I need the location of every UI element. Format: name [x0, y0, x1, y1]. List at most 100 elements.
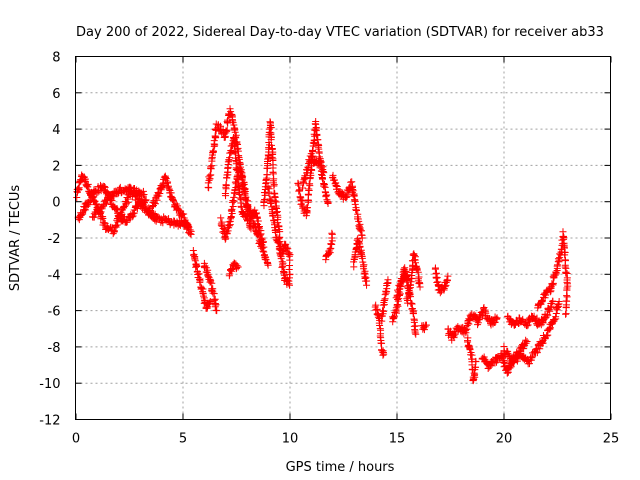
data-point: [302, 174, 310, 182]
data-point: [546, 324, 554, 332]
data-point: [73, 193, 81, 201]
data-point: [206, 299, 214, 307]
data-point: [272, 204, 280, 212]
data-point: [379, 351, 387, 359]
data-point: [223, 127, 231, 135]
data-point: [333, 183, 341, 191]
data-point: [554, 255, 562, 263]
data-point: [474, 319, 482, 327]
data-point: [304, 163, 312, 171]
data-point: [343, 193, 351, 201]
data-point: [162, 174, 170, 182]
data-point: [85, 198, 93, 206]
data-point: [482, 309, 490, 317]
data-point: [134, 202, 142, 210]
data-point: [562, 310, 570, 318]
data-point: [523, 322, 531, 330]
data-point: [223, 126, 231, 134]
data-point: [471, 363, 479, 371]
data-point: [187, 230, 195, 238]
data-point: [114, 218, 122, 226]
data-point: [234, 263, 242, 271]
data-point: [375, 311, 383, 319]
data-point: [485, 363, 493, 371]
data-point: [295, 181, 303, 189]
data-point: [555, 258, 563, 266]
data-point: [299, 184, 307, 192]
data-point: [328, 240, 336, 248]
data-point: [260, 243, 268, 251]
data-point: [259, 238, 267, 246]
data-point: [207, 165, 215, 173]
data-point: [525, 360, 533, 368]
data-point: [534, 304, 542, 312]
data-point: [228, 198, 236, 206]
data-points: [73, 105, 572, 385]
data-point: [295, 187, 303, 195]
data-point: [233, 262, 241, 270]
data-point: [267, 136, 275, 144]
data-point: [229, 196, 237, 204]
data-point: [84, 180, 92, 188]
data-point: [217, 214, 225, 222]
data-point: [305, 187, 313, 195]
data-point: [230, 197, 238, 205]
y-tick-label: 8: [52, 51, 60, 66]
data-point: [312, 125, 320, 133]
data-point: [562, 310, 570, 318]
data-point: [304, 204, 312, 212]
data-point: [463, 325, 471, 333]
data-point: [275, 243, 283, 251]
data-point: [213, 307, 221, 315]
y-tick-label: -10: [39, 377, 60, 392]
data-point: [561, 251, 569, 259]
data-point: [191, 257, 199, 265]
data-point: [510, 321, 518, 329]
data-point: [264, 261, 272, 269]
data-point: [312, 120, 320, 128]
data-point: [436, 289, 444, 297]
y-tick-label: 0: [52, 196, 60, 211]
data-point: [404, 293, 412, 301]
x-tick-labels: 0 5 10 15 20 25: [72, 432, 619, 447]
data-point: [199, 292, 207, 300]
data-point: [309, 152, 317, 160]
data-point: [555, 298, 563, 306]
data-point: [349, 187, 357, 195]
data-point: [234, 182, 242, 190]
data-point: [378, 307, 386, 315]
data-point: [237, 203, 245, 211]
data-point: [314, 143, 322, 151]
data-point: [270, 181, 278, 189]
data-point: [500, 356, 508, 364]
data-point: [236, 190, 244, 198]
data-point: [139, 187, 147, 195]
data-point: [83, 202, 91, 210]
data-point: [234, 176, 242, 184]
data-point: [266, 125, 274, 133]
data-point: [75, 179, 83, 187]
x-tick-label: 25: [603, 432, 620, 447]
data-point: [465, 317, 473, 325]
data-point: [228, 205, 236, 213]
data-point: [377, 339, 385, 347]
data-point: [322, 191, 330, 199]
data-point: [146, 206, 154, 214]
data-point: [343, 192, 351, 200]
data-point: [260, 197, 268, 205]
data-point: [410, 250, 418, 258]
data-point: [227, 108, 235, 116]
data-point: [142, 197, 150, 205]
data-point: [352, 207, 360, 215]
data-point: [281, 268, 289, 276]
data-point: [269, 211, 277, 219]
data-point: [253, 213, 261, 221]
data-point: [444, 272, 452, 280]
data-point: [286, 281, 293, 289]
data-point: [308, 153, 316, 161]
data-point: [469, 377, 477, 385]
data-point: [209, 148, 217, 156]
axis-ticks: [75, 56, 612, 420]
data-point: [328, 230, 336, 238]
data-point: [246, 219, 254, 227]
